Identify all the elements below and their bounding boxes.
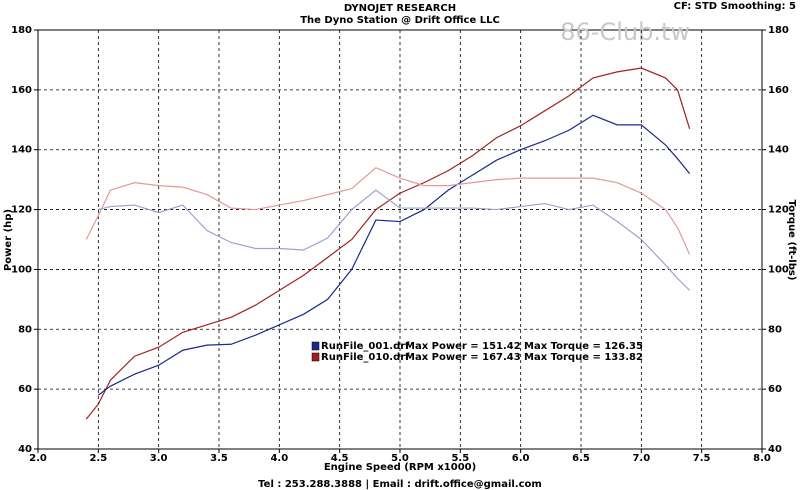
legend-swatch bbox=[311, 352, 320, 362]
y2-tick-label: 100 bbox=[768, 264, 789, 275]
x-tick-label: 2.0 bbox=[29, 453, 47, 464]
legend-file: RunFile_010.drf bbox=[321, 352, 410, 363]
x-axis-title: Engine Speed (RPM x1000) bbox=[324, 462, 476, 473]
settings-text: CF: STD Smoothing: 5 bbox=[674, 1, 796, 12]
x-tick-label: 6.5 bbox=[572, 453, 590, 464]
footer: Tel : 253.288.3888 | Email : drift.offic… bbox=[258, 479, 542, 490]
y-tick-label: 100 bbox=[11, 264, 32, 275]
x-tick-label: 3.0 bbox=[150, 453, 168, 464]
x-tick-label: 5.5 bbox=[451, 453, 469, 464]
legend-torque: Max Torque = 133.82 bbox=[524, 352, 643, 363]
x-tick-label: 7.5 bbox=[693, 453, 711, 464]
y2-tick-label: 60 bbox=[768, 384, 782, 395]
watermark: 86-Club.tw bbox=[560, 18, 690, 46]
y-tick-label: 180 bbox=[11, 25, 32, 36]
x-tick-label: 6.0 bbox=[512, 453, 530, 464]
y-tick-label: 160 bbox=[11, 85, 32, 96]
x-tick-label: 2.5 bbox=[89, 453, 107, 464]
series-line bbox=[85, 67, 691, 420]
series-line bbox=[98, 189, 691, 291]
legend-torque: Max Torque = 126.35 bbox=[524, 341, 643, 352]
x-tick-label: 4.5 bbox=[331, 453, 349, 464]
y2-tick-label: 120 bbox=[768, 205, 789, 216]
x-tick-label: 8.0 bbox=[753, 453, 771, 464]
legend-power: Max Power = 167.43 bbox=[405, 352, 521, 363]
x-tick-label: 7.0 bbox=[632, 453, 650, 464]
y-tick-label: 80 bbox=[18, 324, 32, 335]
x-tick-label: 3.5 bbox=[210, 453, 228, 464]
y2-tick-label: 180 bbox=[768, 25, 789, 36]
series-line bbox=[97, 114, 691, 396]
legend-file: RunFile_001.drf bbox=[321, 341, 410, 352]
y2-tick-label: 40 bbox=[768, 444, 782, 455]
x-tick-label: 5.0 bbox=[391, 453, 409, 464]
y2-axis-title: Torque (ft-lbs) bbox=[786, 200, 797, 281]
y2-tick-label: 140 bbox=[768, 145, 789, 156]
x-tick-label: 4.0 bbox=[270, 453, 288, 464]
y-axis-title: Power (hp) bbox=[3, 209, 14, 271]
chart-subtitle: The Dyno Station @ Drift Office LLC bbox=[300, 15, 500, 26]
chart-title: DYNOJET RESEARCH bbox=[344, 3, 456, 14]
series-line bbox=[85, 166, 691, 255]
legend-power: Max Power = 151.42 bbox=[405, 341, 521, 352]
legend-swatch bbox=[311, 341, 320, 351]
y2-tick-label: 160 bbox=[768, 85, 789, 96]
y-tick-label: 140 bbox=[11, 145, 32, 156]
y-tick-label: 120 bbox=[11, 205, 32, 216]
y-tick-label: 60 bbox=[18, 384, 32, 395]
y-tick-label: 40 bbox=[18, 444, 32, 455]
y2-tick-label: 80 bbox=[768, 324, 782, 335]
